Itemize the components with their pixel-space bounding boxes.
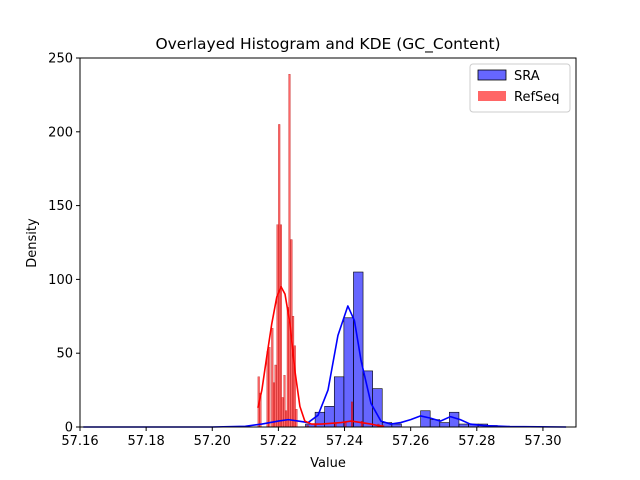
x-axis-label: Value — [310, 456, 346, 471]
legend: SRA RefSeq — [469, 63, 571, 113]
x-tick-label: 57.16 — [61, 434, 98, 449]
x-axis: 57.16 57.18 57.20 57.22 57.24 57.26 57.28 57.30 — [61, 427, 562, 449]
y-axis: 0 50 100 150 200 250 — [48, 52, 80, 436]
legend-swatch-sra — [477, 69, 507, 81]
sra-bar — [420, 410, 431, 428]
sra-bar — [353, 271, 364, 428]
sra-bars — [305, 271, 498, 428]
legend-label-refseq: RefSeq — [514, 90, 560, 105]
refseq-bar — [288, 74, 291, 428]
y-axis-label: Density — [25, 218, 40, 268]
x-tick-label: 57.18 — [128, 434, 165, 449]
refseq-bar — [274, 364, 277, 428]
x-tick-label: 57.28 — [458, 434, 495, 449]
refseq-bar — [281, 397, 284, 428]
legend-label-sra: SRA — [514, 69, 540, 84]
refseq-bar — [268, 347, 271, 428]
y-tick-label: 150 — [48, 199, 73, 214]
sra-bar — [362, 370, 373, 428]
x-tick-label: 57.30 — [524, 434, 561, 449]
y-tick-label: 200 — [48, 125, 73, 140]
sra-kde-line — [83, 305, 567, 428]
sra-bar — [333, 376, 345, 428]
y-tick-label: 50 — [56, 347, 73, 362]
refseq-bar — [283, 375, 286, 428]
refseq-kde-line — [257, 285, 385, 428]
y-tick-label: 250 — [48, 52, 73, 67]
x-tick-label: 57.26 — [392, 434, 429, 449]
x-tick-label: 57.24 — [326, 434, 363, 449]
plot-area — [83, 74, 567, 428]
refseq-bar — [295, 409, 298, 428]
refseq-bar — [278, 124, 281, 428]
refseq-bar — [266, 351, 269, 428]
sra-bar — [439, 422, 450, 428]
refseq-bar — [350, 401, 353, 428]
x-tick-label: 57.20 — [194, 434, 231, 449]
y-tick-label: 0 — [65, 421, 73, 436]
legend-swatch-refseq — [478, 91, 506, 101]
y-tick-label: 100 — [48, 273, 73, 288]
refseq-bar — [272, 382, 275, 428]
refseq-bar — [286, 307, 289, 428]
refseq-bar — [276, 224, 279, 428]
plot-frame — [79, 57, 577, 428]
chart-title: Overlayed Histogram and KDE (GC_Content) — [155, 35, 500, 54]
refseq-bar — [344, 422, 347, 428]
x-tick-label: 57.22 — [260, 434, 297, 449]
refseq-bar — [285, 410, 288, 428]
refseq-bar — [279, 224, 282, 428]
refseq-bar — [292, 316, 295, 428]
refseq-bar — [271, 327, 274, 428]
